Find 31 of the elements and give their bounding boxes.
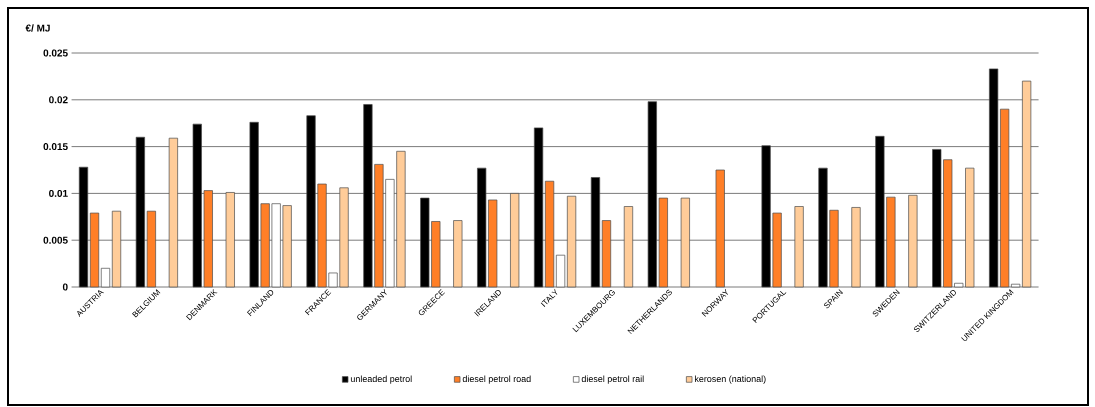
bar: [225, 192, 235, 288]
legend-label: diesel petrol rail: [581, 375, 644, 384]
bar: [453, 220, 463, 288]
bar: [555, 254, 566, 288]
bar: [533, 127, 544, 288]
y-axis-title: €/ MJ: [25, 24, 50, 32]
bar: [623, 206, 634, 288]
bar: [111, 210, 122, 288]
bar: [794, 206, 804, 288]
bar: [510, 193, 520, 288]
bar: [89, 212, 100, 288]
bar: [168, 137, 178, 288]
bar: [908, 194, 918, 288]
y-tick-label: 0.015: [43, 143, 68, 151]
legend-label: diesel petrol road: [462, 375, 531, 384]
bar: [544, 180, 555, 288]
bar: [78, 166, 89, 288]
bar: [590, 177, 601, 288]
y-tick-label: 0.02: [49, 96, 68, 104]
bar: [100, 267, 111, 288]
legend-label: unleaded petrol: [350, 375, 412, 384]
legend-label: kerosen (national): [694, 375, 766, 384]
bar: [715, 169, 725, 288]
bar: [601, 220, 612, 288]
bar: [851, 207, 861, 288]
y-tick-label: 0: [62, 283, 68, 291]
bar: [680, 197, 690, 288]
bar: [566, 195, 577, 288]
y-tick-label: 0.005: [43, 236, 68, 244]
y-tick-label: 0.025: [43, 49, 68, 57]
y-tick-label: 0.01: [49, 189, 68, 197]
